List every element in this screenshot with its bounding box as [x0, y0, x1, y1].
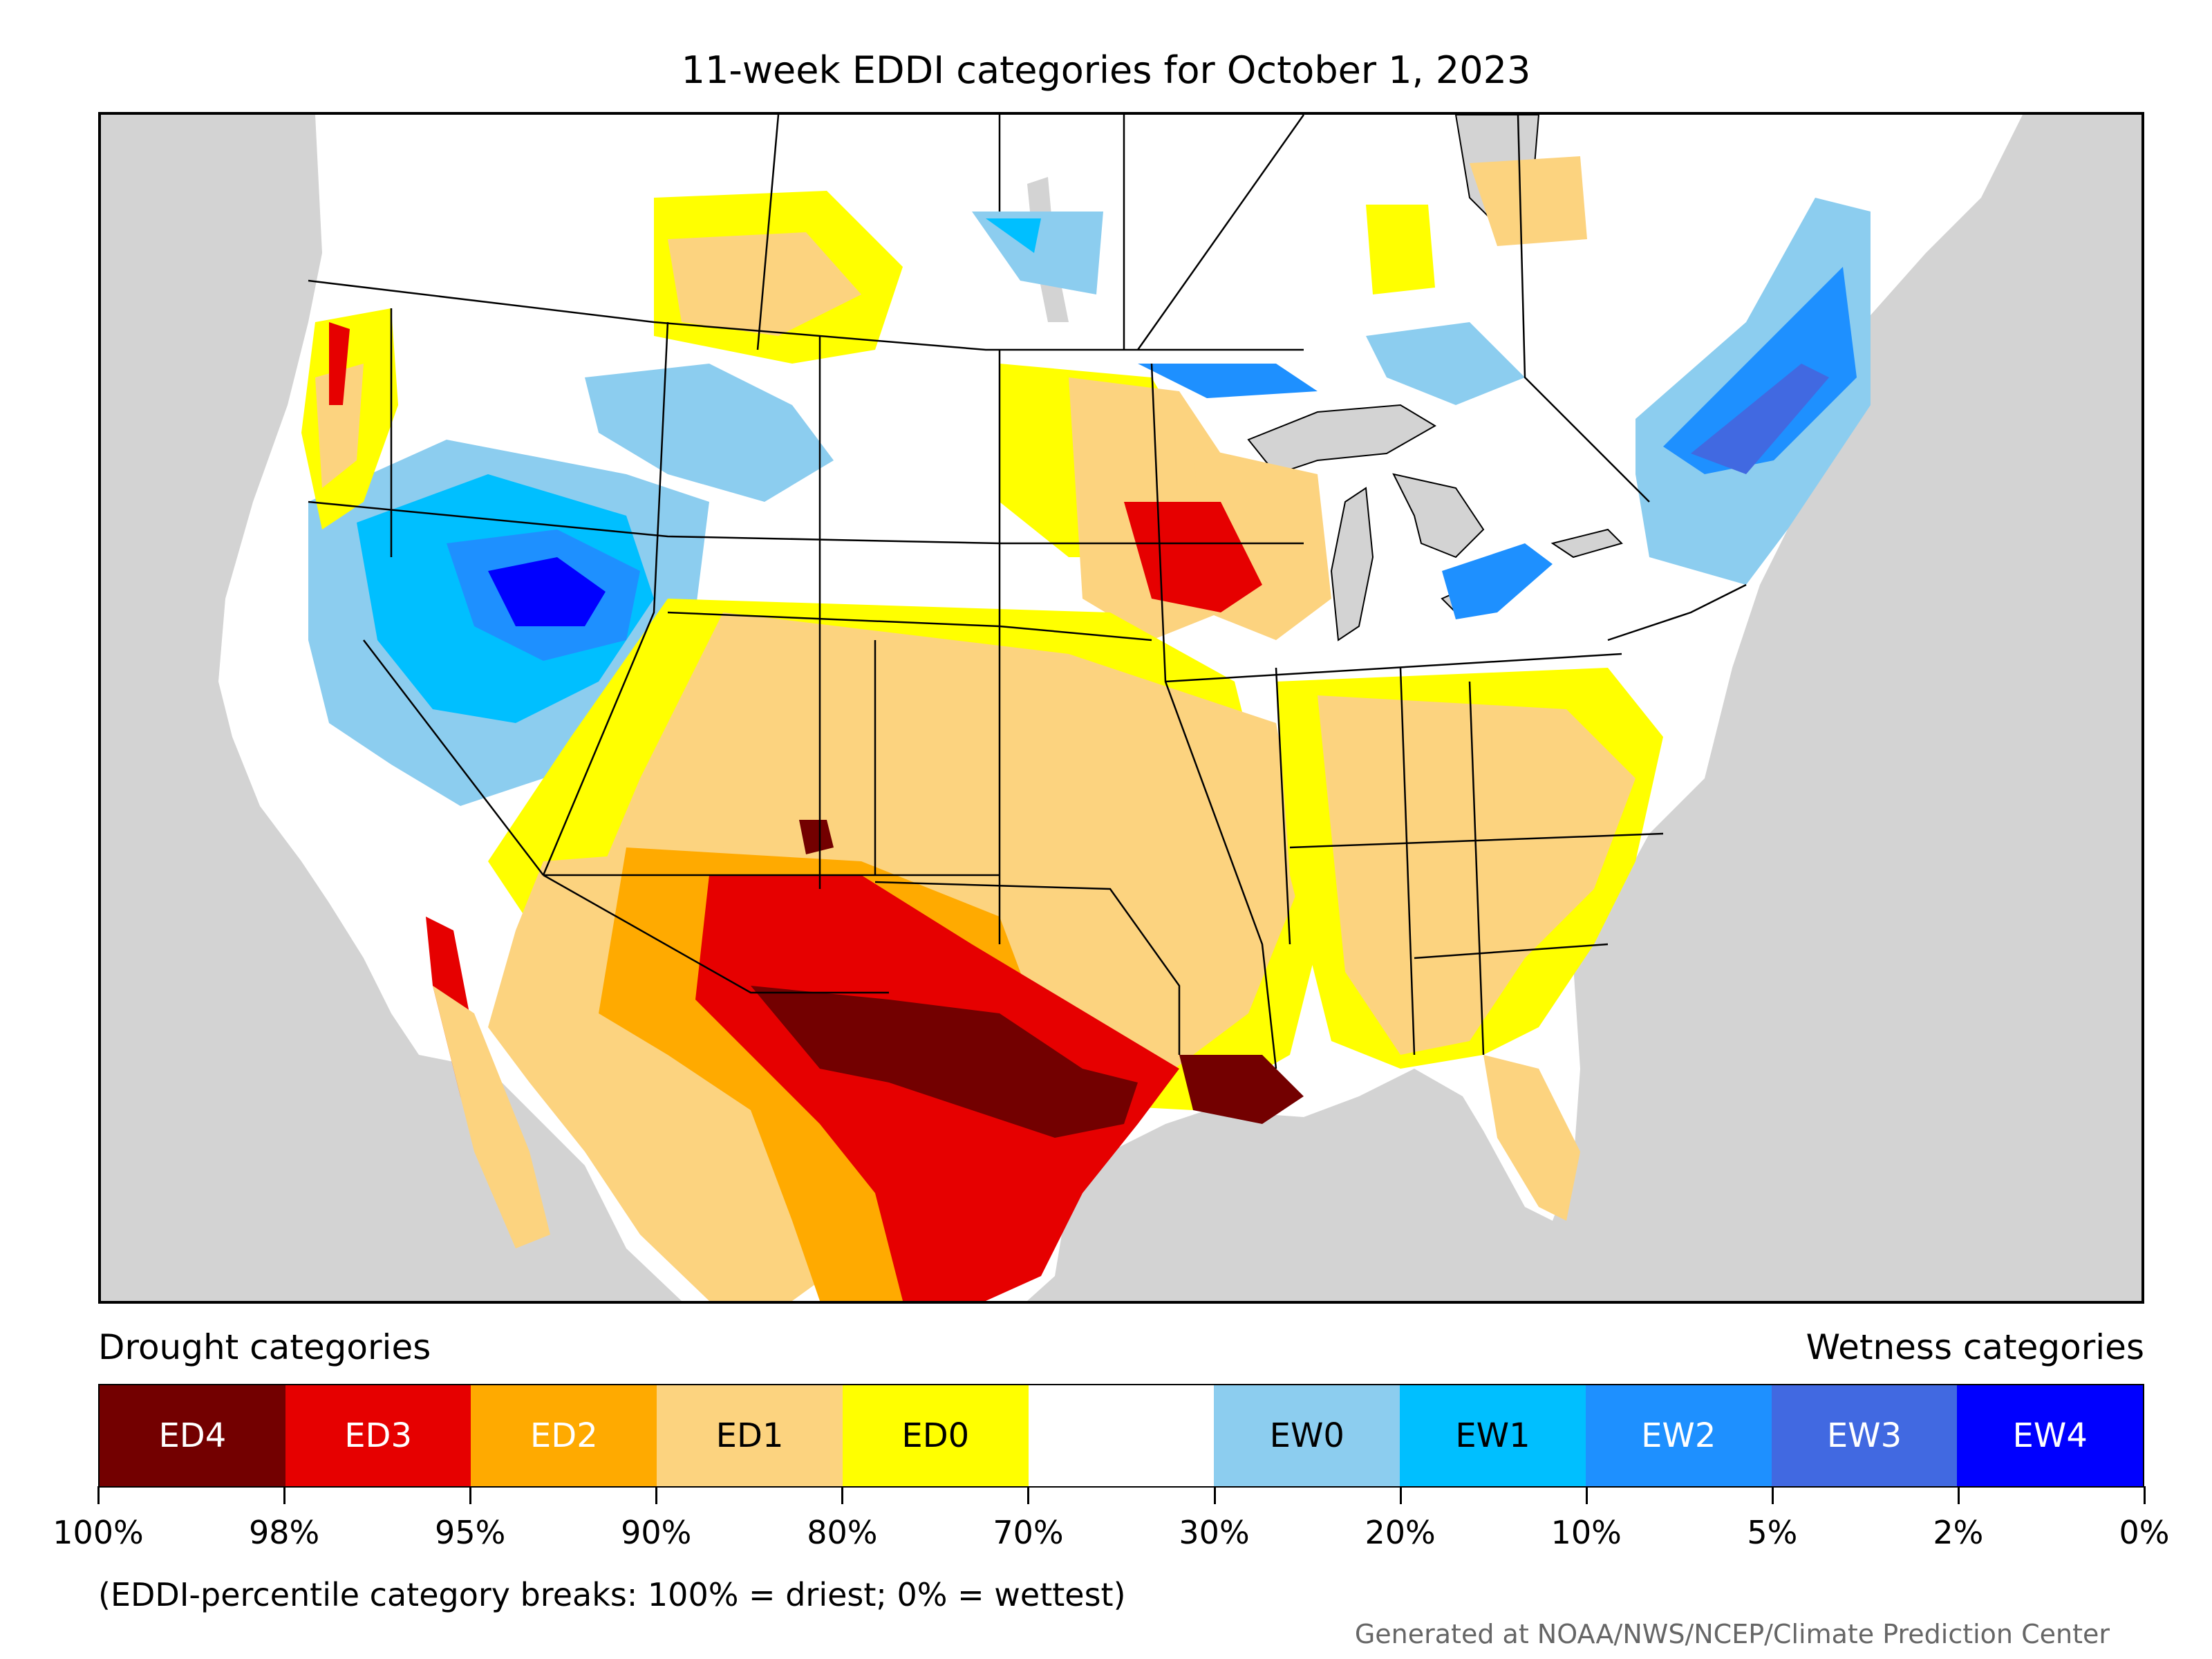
ed1-florida [1483, 1055, 1580, 1221]
colorbar-tick-label: 80% [807, 1514, 878, 1551]
wetness-categories-label: Wetness categories [1806, 1327, 2144, 1367]
colorbar-tick [841, 1486, 844, 1504]
ew0-montana [585, 364, 834, 502]
drought-categories-label: Drought categories [98, 1327, 431, 1367]
lake-huron [1392, 473, 1485, 559]
colorbar-tick-label: 90% [621, 1514, 692, 1551]
ew2-quebec [1663, 267, 1857, 474]
colorbar-tick-label: 2% [1933, 1514, 1984, 1551]
colorbar-tick-label: 20% [1365, 1514, 1436, 1551]
colorbar-tick [655, 1486, 658, 1504]
ed4-nm-spot [799, 820, 834, 854]
colorbar-cell-ew3: EW3 [1771, 1385, 1958, 1486]
eddi-map [218, 115, 2023, 1301]
lake-michigan [1330, 487, 1374, 641]
colorbar-cell-ed4: ED4 [100, 1385, 285, 1486]
colorbar-tick-label: 5% [1747, 1514, 1798, 1551]
colorbar-tick-label: 100% [53, 1514, 144, 1551]
colorbar-cell-ew1: EW1 [1400, 1385, 1586, 1486]
ed1-oregon [315, 364, 364, 488]
ew4-utah [488, 557, 606, 626]
colorbar-tick [1399, 1486, 1402, 1504]
colorbar-tick-label: 95% [435, 1514, 506, 1551]
political-borders [308, 115, 1747, 1069]
colorbar-cell-ed3: ED3 [285, 1385, 471, 1486]
colorbar-tick [1027, 1486, 1030, 1504]
ed1-alberta [668, 232, 861, 336]
ed1-baja [433, 986, 550, 1248]
colorbar-tick [469, 1486, 472, 1504]
colorbar-cell-ed0: ED0 [842, 1385, 1029, 1486]
ed1-canada-east [1470, 156, 1587, 246]
ew0-manitoba [972, 212, 1103, 294]
lake-ontario [1550, 528, 1623, 559]
map-title: 11-week EDDI categories for October 1, 2… [681, 48, 1531, 92]
colorbar-cell-ew0: EW0 [1214, 1385, 1400, 1486]
colorbar-tick [283, 1486, 286, 1504]
colorbar-tick-label: 70% [993, 1514, 1064, 1551]
colorbar-tick-label: 0% [2119, 1514, 2170, 1551]
ew2-new-york [1442, 543, 1553, 619]
colorbar-tick-label: 98% [248, 1514, 320, 1551]
credit-line: Generated at NOAA/NWS/NCEP/Climate Predi… [1354, 1619, 2110, 1649]
colorbar-cell-ew4: EW4 [1957, 1385, 2144, 1486]
colorbar-tick [1213, 1486, 1216, 1504]
ed4-louisiana [1179, 1055, 1304, 1124]
ew0-ontario-north [1366, 322, 1525, 405]
colorbar-tick [1957, 1486, 1960, 1504]
colorbar: ED4 ED3 ED2 ED1 ED0 EW0 EW1 EW2 EW3 EW4 [98, 1384, 2144, 1488]
category-note: (EDDI-percentile category breaks: 100% =… [98, 1576, 1126, 1613]
colorbar-cell-normal [1028, 1385, 1215, 1486]
colorbar-cell-ew2: EW2 [1585, 1385, 1772, 1486]
ed0-ontario [1366, 205, 1435, 294]
colorbar-ticks [97, 1486, 2146, 1514]
colorbar-tick [1585, 1486, 1588, 1504]
colorbar-tick-label: 30% [1179, 1514, 1250, 1551]
colorbar-tick-label: 10% [1550, 1514, 1622, 1551]
colorbar-tick [97, 1486, 100, 1504]
colorbar-tick [2144, 1486, 2146, 1504]
colorbar-cell-ed1: ED1 [657, 1385, 843, 1486]
colorbar-cell-ed2: ED2 [471, 1385, 657, 1486]
ew0-minnesota-border [1138, 364, 1318, 398]
ed3-oregon-coast [329, 322, 350, 405]
colorbar-tick [1771, 1486, 1774, 1504]
ed4-texas [751, 986, 1138, 1138]
ew3-st-lawrence [1691, 364, 1829, 474]
map-frame [98, 112, 2144, 1304]
ew1-manitoba [986, 218, 1041, 253]
